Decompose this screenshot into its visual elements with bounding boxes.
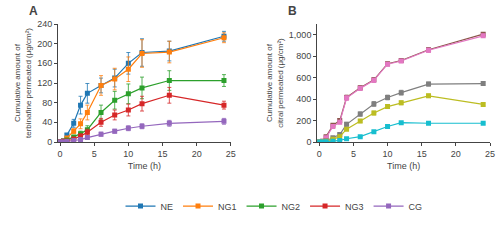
svg-text:15: 15: [157, 149, 167, 159]
svg-text:NG3: NG3: [345, 202, 364, 212]
svg-text:240: 240: [37, 19, 52, 29]
svg-text:CG: CG: [409, 202, 423, 212]
svg-text:80: 80: [42, 98, 52, 108]
svg-text:40: 40: [42, 117, 52, 127]
svg-text:20: 20: [192, 149, 202, 159]
svg-text:Time (h): Time (h): [128, 161, 161, 171]
svg-text:0: 0: [58, 149, 63, 159]
svg-text:0: 0: [47, 137, 52, 147]
svg-text:10: 10: [123, 149, 133, 159]
svg-text:10: 10: [383, 149, 393, 159]
svg-text:200: 200: [296, 116, 311, 126]
svg-text:NE: NE: [161, 202, 174, 212]
svg-text:800: 800: [296, 51, 311, 61]
svg-text:B: B: [288, 4, 297, 18]
svg-text:NG1: NG1: [218, 202, 237, 212]
svg-text:0: 0: [306, 137, 311, 147]
svg-text:5: 5: [92, 149, 97, 159]
svg-text:1,000: 1,000: [289, 30, 312, 40]
svg-text:200: 200: [37, 39, 52, 49]
svg-text:400: 400: [296, 94, 311, 104]
svg-text:25: 25: [226, 149, 236, 159]
svg-text:600: 600: [296, 73, 311, 83]
svg-text:25: 25: [485, 149, 495, 159]
svg-text:Time (h): Time (h): [387, 161, 420, 171]
svg-text:NG2: NG2: [282, 202, 301, 212]
svg-text:A: A: [29, 4, 38, 18]
svg-text:15: 15: [417, 149, 427, 159]
svg-text:5: 5: [351, 149, 356, 159]
svg-text:20: 20: [451, 149, 461, 159]
svg-text:Cumulative amount ofcitral per: Cumulative amount ofcitral permeated (μg…: [265, 38, 284, 128]
svg-text:Cumulative amount ofterbinafin: Cumulative amount ofterbinafine permeate…: [13, 28, 32, 138]
svg-text:120: 120: [37, 78, 52, 88]
svg-text:0: 0: [317, 149, 322, 159]
svg-text:160: 160: [37, 58, 52, 68]
